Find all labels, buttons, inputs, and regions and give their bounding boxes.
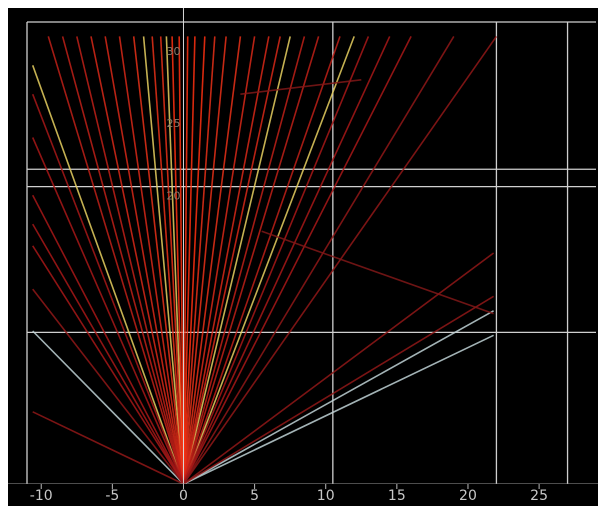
series-line-17 — [132, 36, 185, 485]
series-line-37 — [32, 223, 185, 485]
x-tick-label-layer: -10 -5 0 5 10 15 20 25 — [30, 484, 548, 504]
series-line-21 — [182, 36, 256, 485]
series-line-3 — [31, 65, 185, 485]
series-line-31 — [182, 36, 370, 485]
grid-layer — [26, 21, 596, 484]
x-tick-label: -10 — [30, 488, 53, 504]
y-tick-label: 25 — [166, 117, 180, 130]
series-line-35 — [31, 137, 185, 485]
series-line-27 — [61, 36, 185, 485]
x-tick-label: 10 — [317, 488, 335, 504]
series-line-26 — [182, 36, 306, 485]
series-line-42 — [182, 35, 498, 485]
series-line-10 — [182, 36, 196, 485]
series-line-32 — [182, 36, 391, 485]
series-line-9 — [182, 36, 189, 485]
series-line-7 — [182, 36, 355, 485]
y-tick-label-layer: 20 25 30 — [166, 45, 180, 202]
series-line-2 — [183, 334, 494, 485]
series-line-40 — [183, 252, 495, 485]
series-line-45 — [261, 230, 494, 315]
series-line-15 — [182, 36, 216, 485]
y-tick-label: 30 — [166, 45, 180, 58]
series-line-38 — [32, 245, 185, 485]
series-line-14 — [151, 36, 185, 485]
series-line-30 — [182, 36, 341, 485]
series-line-18 — [182, 36, 242, 485]
series-line-39 — [32, 411, 184, 485]
series-line-46 — [240, 79, 362, 95]
series-line-34 — [31, 93, 185, 485]
series-line-33 — [182, 36, 412, 485]
x-tick-label: 15 — [388, 488, 406, 504]
series-line-0 — [32, 330, 185, 485]
y-tick-label: 20 — [166, 189, 180, 202]
x-tick-label: 20 — [459, 488, 477, 504]
series-line-13 — [159, 36, 185, 485]
series-line-22 — [182, 36, 270, 485]
series-line-11 — [171, 36, 185, 485]
series-line-29 — [47, 36, 185, 485]
x-tick-label: 25 — [530, 488, 548, 504]
x-tick-label: -5 — [105, 488, 119, 504]
series-line-19 — [118, 36, 185, 485]
series-line-23 — [90, 36, 185, 485]
x-tick-label: 5 — [250, 488, 259, 504]
series-line-5 — [165, 36, 185, 485]
series-layer — [31, 35, 498, 485]
series-line-4 — [142, 36, 185, 485]
series-line-36 — [31, 194, 185, 485]
series-line-1 — [183, 310, 494, 485]
series-line-8 — [178, 36, 185, 485]
series-line-43 — [182, 35, 455, 485]
x-tick-label: 0 — [179, 488, 188, 504]
series-line-6 — [182, 36, 291, 485]
series-line-12 — [182, 36, 206, 485]
series-line-25 — [76, 36, 185, 485]
series-line-16 — [182, 36, 227, 485]
series-line-44 — [32, 288, 185, 485]
series-line-24 — [182, 36, 281, 485]
series-line-28 — [182, 36, 320, 485]
series-line-20 — [104, 36, 185, 485]
xaxis-band — [8, 484, 598, 506]
series-line-41 — [183, 295, 495, 485]
